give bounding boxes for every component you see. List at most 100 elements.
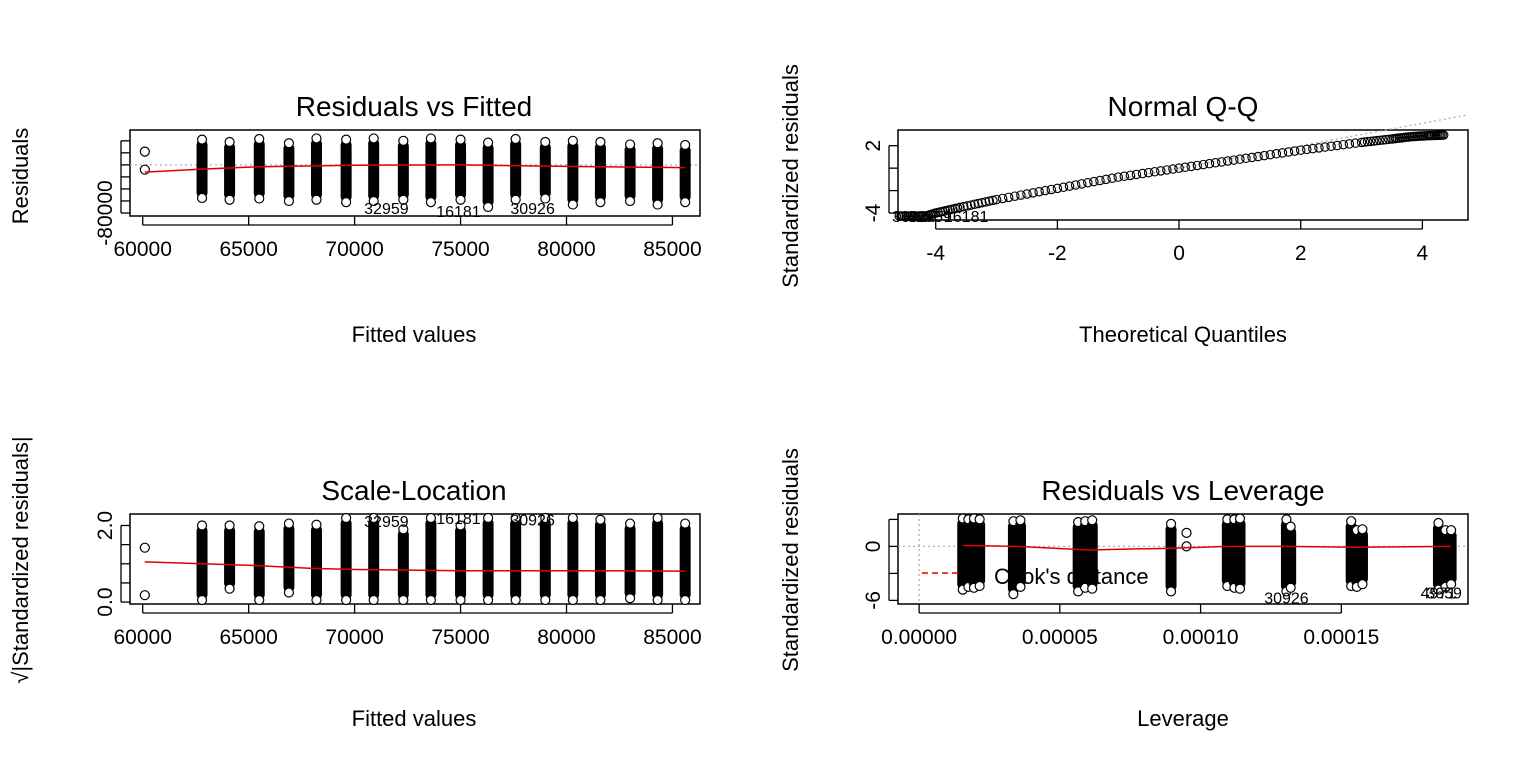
- data-point: [1229, 155, 1239, 165]
- data-point: [254, 193, 265, 204]
- point-column: [368, 138, 380, 201]
- data-point: [973, 198, 984, 209]
- data-point: [139, 164, 150, 175]
- data-point: [652, 138, 663, 149]
- data-point: [254, 521, 265, 532]
- legend-label: Cook's distance: [994, 564, 1149, 589]
- data-point: [283, 195, 295, 207]
- data-point: [624, 593, 636, 604]
- ticks: 0.00000 0.00005 0.00010 0.00015 -6 0: [862, 518, 1379, 649]
- point-column: [539, 142, 551, 199]
- point-column: [1285, 526, 1297, 588]
- data-point: [510, 594, 521, 606]
- y-axis-label: √|Standardized residuals|: [8, 436, 33, 683]
- point-column: [425, 518, 437, 600]
- data-point: [1101, 174, 1111, 185]
- data-point: [1113, 172, 1123, 182]
- data-point: [139, 146, 150, 157]
- point-column: [283, 523, 295, 593]
- plot-frame: [897, 129, 1469, 221]
- x-tick-label: 75000: [431, 626, 489, 649]
- data-point: [455, 594, 466, 606]
- data-point: [652, 199, 663, 210]
- data-point: [483, 512, 494, 524]
- data-point: [680, 594, 691, 606]
- point-column: [224, 142, 236, 200]
- data-point: [1446, 525, 1457, 536]
- point-label: 30926: [1264, 591, 1309, 608]
- point-column: [594, 519, 606, 600]
- point-column: [310, 138, 322, 200]
- point-column: [1356, 529, 1368, 585]
- data-point: [977, 197, 987, 208]
- data-point: [311, 133, 322, 144]
- point-column: [1086, 520, 1098, 589]
- point-column: [425, 138, 437, 203]
- y-tick-label: -4: [862, 203, 885, 222]
- data-point: [254, 133, 265, 145]
- point-column: [1014, 520, 1026, 587]
- y-tick-label: -6: [862, 591, 885, 610]
- point-label: 16181: [944, 209, 989, 226]
- x-axis-label: Fitted values: [352, 322, 477, 347]
- y-axis-label: Residuals: [8, 128, 33, 225]
- data-point: [1332, 140, 1342, 151]
- plot-frame: [129, 513, 701, 605]
- point-column: [624, 523, 636, 599]
- data-point: [595, 136, 606, 148]
- point-column: [679, 523, 691, 600]
- data-point: [966, 200, 976, 210]
- panel-residuals-vs-fitted: Residuals vs Fitted Fitted values Residu…: [8, 91, 702, 347]
- point-column: [253, 139, 265, 199]
- point-column: [974, 519, 986, 586]
- y-tick-label: 2: [862, 140, 885, 152]
- point-label: 32959: [364, 514, 409, 531]
- point-column: [652, 518, 664, 600]
- data-point: [1365, 136, 1376, 147]
- data-point: [1119, 171, 1130, 181]
- data-point: [624, 139, 636, 150]
- data-point: [1368, 136, 1379, 146]
- data-point: [224, 136, 235, 148]
- x-tick-label: -4: [926, 242, 945, 265]
- data-point: [1089, 176, 1099, 187]
- point-label: 30926: [510, 513, 555, 530]
- data-point: [1234, 583, 1246, 594]
- point-column: [1445, 530, 1457, 585]
- point-label: 30926: [510, 201, 555, 218]
- data-point: [341, 512, 352, 524]
- chart-title: Scale-Location: [321, 475, 506, 506]
- data-point: [1356, 137, 1367, 148]
- data-point: [1003, 192, 1014, 203]
- data-point: [368, 133, 379, 144]
- smooth-line: [144, 164, 686, 173]
- data-point: [1285, 521, 1296, 532]
- data-point: [567, 512, 578, 524]
- data-point: [1359, 137, 1370, 147]
- data-point: [398, 194, 409, 205]
- data-point: [680, 139, 691, 151]
- data-point: [567, 199, 578, 210]
- point-column: [482, 142, 494, 207]
- data-point: [455, 520, 466, 531]
- point-label: 4971: [1421, 585, 1457, 602]
- point-label: 16181: [436, 511, 481, 528]
- data-point: [1165, 586, 1177, 597]
- point-column: [652, 143, 664, 205]
- data-point: [1247, 152, 1257, 163]
- data-point: [311, 519, 322, 530]
- data-point: [984, 196, 994, 206]
- x-tick-label: 85000: [643, 238, 701, 261]
- plot-frame: [129, 129, 701, 217]
- data-point: [510, 133, 521, 145]
- point-column: [510, 518, 522, 600]
- point-column: [455, 525, 467, 600]
- data-point: [1259, 150, 1269, 161]
- point-column: [224, 525, 236, 589]
- data-point: [595, 197, 606, 208]
- data-point: [1198, 159, 1209, 170]
- data-point: [510, 194, 521, 205]
- y-axis-label: Standardized residuals: [778, 448, 803, 672]
- data-point: [455, 134, 466, 145]
